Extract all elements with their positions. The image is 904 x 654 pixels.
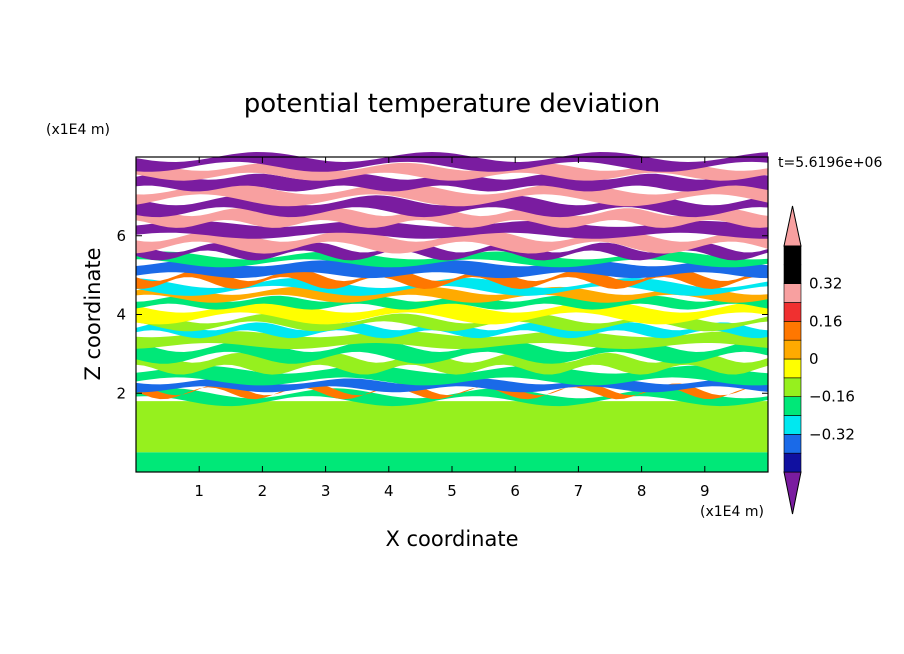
plot-area xyxy=(136,152,768,472)
x-tick-label: 6 xyxy=(510,482,520,500)
contour-band xyxy=(136,452,768,472)
x-tick-label: 4 xyxy=(384,482,394,500)
x-unit-label: (x1E4 m) xyxy=(700,504,764,520)
contour-band xyxy=(136,365,768,386)
time-label: t=5.6196e+06 xyxy=(778,155,882,171)
colorbar-tick-label: −0.32 xyxy=(809,425,855,443)
colorbar-tick-label: −0.16 xyxy=(809,388,855,406)
colorbar-swatch xyxy=(783,434,802,454)
y-unit-label: (x1E4 m) xyxy=(46,122,110,138)
colorbar-swatch xyxy=(783,396,802,416)
colorbar-swatch xyxy=(783,264,802,284)
colorbar-tick-label: 0.16 xyxy=(809,312,842,330)
y-tick-label: 6 xyxy=(116,227,126,245)
colorbar-swatch xyxy=(783,321,802,341)
colorbar-swatch xyxy=(783,452,802,473)
contour-band xyxy=(136,220,768,239)
contour-band xyxy=(136,388,768,407)
contour-band xyxy=(136,331,768,349)
x-tick-label: 1 xyxy=(194,482,204,500)
y-axis-label: Z coordinate xyxy=(81,247,105,380)
colorbar-tick-label: 0.32 xyxy=(809,275,842,293)
colorbar-swatch xyxy=(783,283,802,303)
y-tick-label: 4 xyxy=(116,306,126,324)
x-axis: 1 2 3 4 5 6 7 8 9 xyxy=(194,157,710,500)
colorbar-swatch xyxy=(783,377,802,397)
colorbar-swatch xyxy=(783,302,802,322)
contour-band xyxy=(136,295,768,310)
contour-band xyxy=(136,401,768,453)
y-axis: 2 4 6 xyxy=(116,227,768,402)
x-tick-label: 2 xyxy=(258,482,268,500)
contour-band xyxy=(136,352,768,375)
colorbar-swatch xyxy=(783,415,802,435)
x-tick-label: 8 xyxy=(637,482,647,500)
contour-band xyxy=(136,383,768,400)
contour-band xyxy=(136,260,768,279)
contour-band xyxy=(136,286,768,303)
chart-title: potential temperature deviation xyxy=(244,89,660,119)
contour-band xyxy=(136,269,768,289)
x-tick-label: 5 xyxy=(447,482,457,500)
y-tick-label: 2 xyxy=(116,384,126,402)
x-tick-label: 3 xyxy=(321,482,331,500)
colorbar: 0.32 0.16 0 −0.16 −0.32 xyxy=(783,205,855,515)
colorbar-tick-label: 0 xyxy=(809,350,819,368)
contour-band xyxy=(136,208,768,228)
x-tick-label: 9 xyxy=(700,482,710,500)
colorbar-max-arrow xyxy=(783,205,802,247)
x-tick-label: 7 xyxy=(574,482,584,500)
colorbar-min-arrow xyxy=(783,471,802,515)
x-axis-label: X coordinate xyxy=(385,527,518,551)
colorbar-swatch xyxy=(783,339,802,360)
colorbar-swatch xyxy=(783,358,802,379)
colorbar-swatch xyxy=(783,245,802,266)
contour-band xyxy=(136,173,768,192)
